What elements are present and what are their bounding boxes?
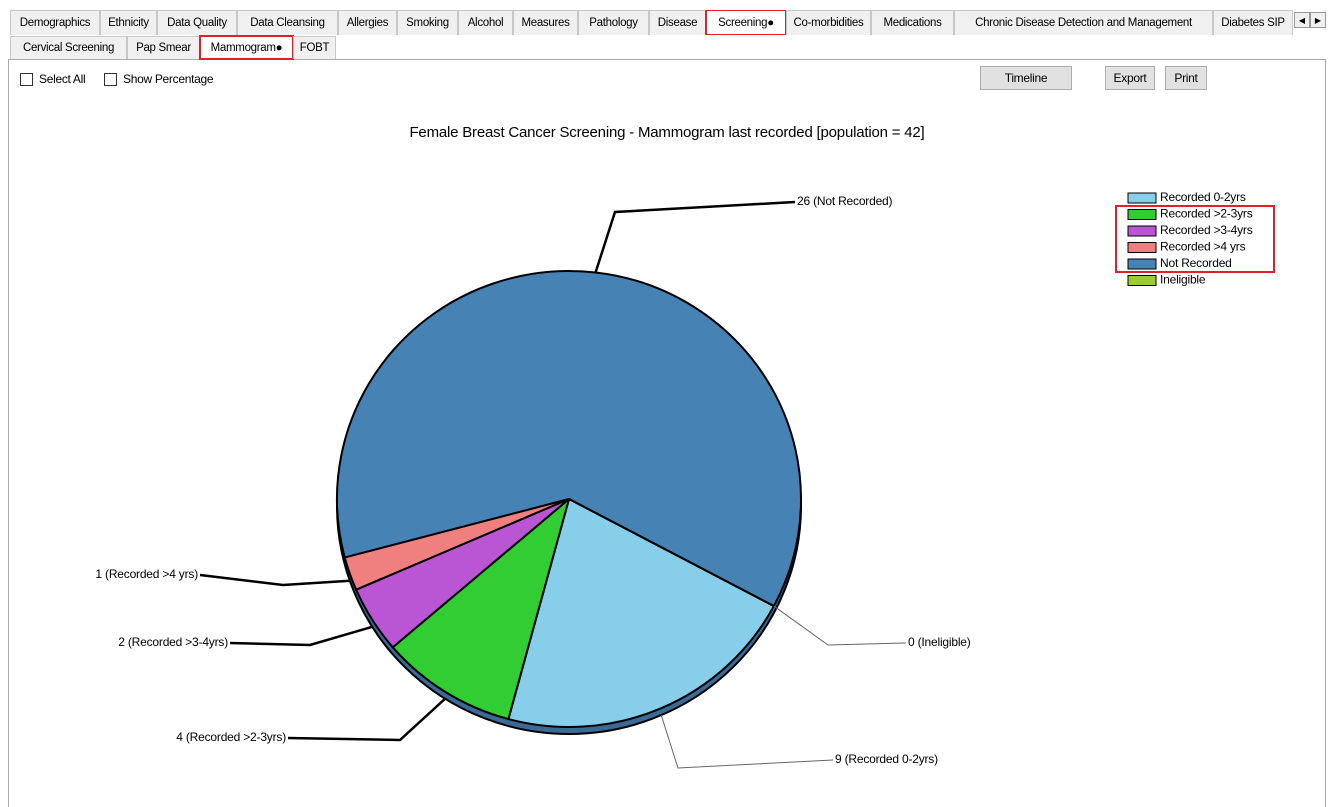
highlight	[1115, 205, 1275, 273]
pie-slice	[568, 498, 775, 607]
data-label: 1 (Recorded >4 yrs)	[95, 567, 198, 581]
checkbox[interactable]	[20, 72, 33, 86]
pie-slice	[507, 497, 776, 728]
legend-label: Recorded >2-3yrs	[1160, 207, 1253, 221]
tab[interactable]: Diabetes SIP	[1213, 10, 1293, 35]
legend-label: Recorded >4 yrs	[1160, 240, 1246, 254]
legend-swatch	[1127, 209, 1157, 220]
legend-label: Not Recorded	[1160, 256, 1232, 270]
legend-swatch	[1127, 225, 1157, 237]
data-label: 9 (Recorded 0-2yrs)	[835, 752, 938, 766]
label: Show Percentage	[123, 72, 214, 86]
tab[interactable]: Alcohol	[458, 10, 513, 35]
data-label: 4 (Recorded >2-3yrs)	[176, 730, 286, 744]
leader-line	[773, 605, 907, 646]
data-label: 0 (Ineligible)	[908, 635, 971, 649]
timeline-button[interactable]: Timeline	[980, 66, 1072, 90]
subtab-bar: Cervical Screening Pap Smear Mammogram● FOB…	[10, 35, 336, 60]
subtab[interactable]: Cervical Screening	[10, 36, 127, 59]
data-label: 2 (Recorded >3-4yrs)	[118, 635, 228, 649]
legend-label: Recorded 0-2yrs	[1160, 190, 1246, 204]
tab[interactable]: Smoking	[397, 10, 458, 35]
show-percentage[interactable]: Show Percentage	[104, 72, 214, 86]
legend-swatch	[1127, 242, 1157, 253]
checkbox[interactable]	[104, 72, 117, 86]
print-button[interactable]: Print	[1165, 66, 1207, 90]
legend-swatch	[1127, 275, 1157, 286]
legend-swatch	[1127, 192, 1157, 204]
select-all[interactable]: Select All	[20, 72, 86, 86]
legend-swatch	[1127, 258, 1157, 270]
tab[interactable]: Demographics	[10, 10, 100, 35]
subtab[interactable]: FOBT	[293, 36, 336, 59]
tab[interactable]: Chronic Disease Detection and Management	[954, 10, 1213, 35]
leader-line	[287, 697, 446, 742]
tab[interactable]: Co-morbidities	[786, 10, 871, 35]
tab[interactable]: Measures	[513, 10, 578, 35]
tab[interactable]: Disease	[649, 10, 706, 35]
subtab[interactable]: Pap Smear	[127, 36, 200, 59]
tab[interactable]: Ethnicity	[100, 10, 157, 35]
tab[interactable]: Medications	[871, 10, 954, 35]
tab[interactable]: Data Quality	[157, 10, 237, 35]
scroll-right[interactable]: ▶	[1310, 12, 1326, 28]
tab[interactable]: Pathology	[578, 10, 649, 35]
leader-line	[199, 573, 350, 587]
subtab[interactable]: Mammogram●	[199, 35, 294, 60]
export-button[interactable]: Export	[1105, 66, 1155, 90]
leader-line	[594, 200, 796, 273]
tab[interactable]: Allergies	[338, 10, 397, 35]
leader-line	[229, 625, 373, 647]
legend-label: Recorded >3-4yrs	[1160, 223, 1253, 237]
chart-title: Female Breast Cancer Screening - Mammogr…	[409, 124, 924, 141]
scroll-left[interactable]: ◀	[1294, 12, 1310, 28]
label: Select All	[39, 72, 86, 86]
tab-bar: Demographics Ethnicity Data Quality Data Cl…	[10, 10, 1293, 35]
tab[interactable]: Data Cleansing	[237, 10, 338, 35]
tab[interactable]: Screening●	[705, 10, 787, 35]
legend-label: Ineligible	[1160, 273, 1206, 287]
data-label: 26 (Not Recorded)	[797, 194, 893, 208]
tab-scroll: ◀ ▶	[1294, 12, 1326, 28]
pie-slice	[391, 496, 571, 721]
leader-line	[660, 715, 834, 769]
